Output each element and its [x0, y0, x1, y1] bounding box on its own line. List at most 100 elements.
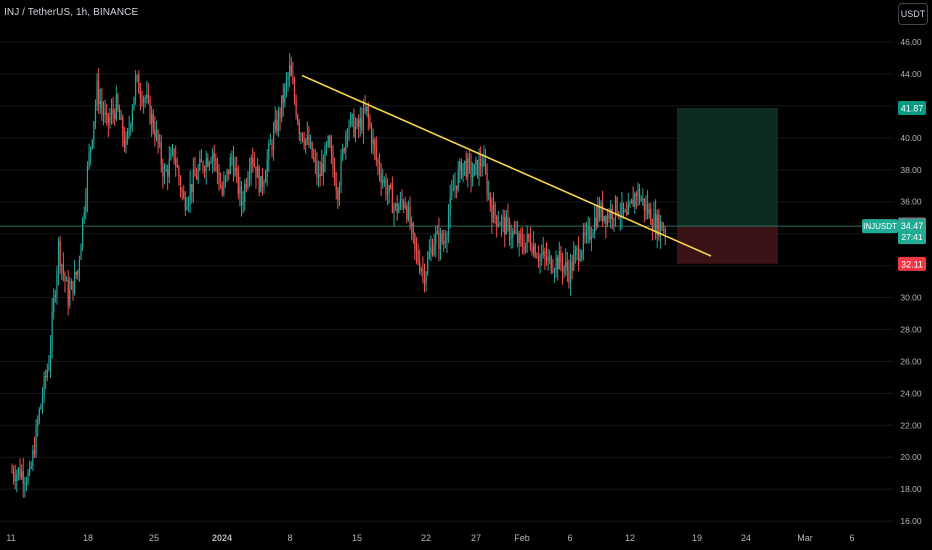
- candle-body: [600, 203, 602, 218]
- candle-body: [563, 266, 565, 272]
- candle-body: [614, 197, 617, 219]
- candle-body: [83, 213, 85, 219]
- candle-body: [48, 365, 50, 370]
- candle-body: [488, 193, 490, 195]
- candle-body: [545, 255, 548, 261]
- candle-body: [658, 214, 660, 237]
- candle-body: [14, 477, 16, 482]
- candle-body: [634, 193, 636, 207]
- candle-body: [248, 171, 251, 179]
- candle-body: [29, 467, 31, 474]
- candle-body: [165, 169, 167, 171]
- candle-body: [452, 188, 454, 191]
- countdown-text: 27:41: [901, 232, 923, 242]
- candle-body: [268, 144, 270, 160]
- y-axis-tick-label: 40.00: [900, 133, 922, 143]
- candle-body: [642, 198, 644, 200]
- candle-body: [525, 242, 527, 252]
- candle-body: [101, 101, 103, 109]
- candle-body: [518, 233, 520, 244]
- candle-body: [90, 147, 92, 153]
- x-axis-tick-label: 27: [471, 533, 481, 543]
- candle-body: [664, 229, 666, 233]
- candle-body: [629, 203, 631, 206]
- candle-body: [313, 157, 315, 160]
- candle-body: [305, 139, 307, 146]
- candle-body: [394, 203, 397, 207]
- candle-body: [16, 473, 18, 482]
- candle-body: [316, 161, 318, 178]
- candle-body: [447, 215, 450, 235]
- candle-body: [51, 311, 53, 347]
- candle-body: [549, 256, 551, 258]
- candle-body: [57, 241, 60, 272]
- candle-body: [72, 281, 74, 294]
- candle-body: [354, 126, 357, 137]
- candle-body: [659, 222, 662, 237]
- y-axis-tick-label: 16.00: [900, 516, 922, 526]
- candle-body: [602, 203, 604, 221]
- candle-body: [242, 202, 244, 206]
- candle-body: [151, 114, 153, 124]
- candle-body: [163, 170, 166, 177]
- currency-button[interactable]: USDT: [898, 3, 928, 25]
- y-axis-tick-label: 46.00: [900, 37, 922, 47]
- candle-body: [343, 148, 345, 152]
- candle-body: [216, 161, 219, 173]
- candle-body: [627, 205, 629, 215]
- candle-body: [102, 108, 105, 116]
- candle-body: [557, 257, 559, 270]
- candle-body: [168, 159, 170, 177]
- candle-body: [80, 245, 82, 260]
- candle-body: [663, 229, 665, 231]
- candle-body: [356, 120, 358, 127]
- candle-body: [508, 220, 511, 239]
- candle-body: [337, 189, 339, 201]
- candle-body: [385, 180, 387, 195]
- candle-body: [38, 409, 40, 422]
- candle-body: [334, 168, 336, 184]
- candle-body: [342, 148, 344, 158]
- candle-body: [282, 95, 284, 103]
- candle-body: [584, 232, 586, 236]
- candle-body: [330, 146, 332, 153]
- candle-body: [386, 191, 389, 195]
- y-axis-tick-label: 28.00: [900, 324, 922, 334]
- candle-body: [109, 117, 111, 124]
- candle-body: [284, 85, 286, 103]
- candle-body: [454, 185, 456, 189]
- candle-body: [207, 158, 209, 167]
- candle-body: [21, 471, 23, 478]
- candle-body: [70, 281, 72, 290]
- x-axis-tick-label: 19: [692, 533, 702, 543]
- candle-body: [608, 214, 610, 219]
- candle-body: [380, 173, 382, 183]
- candle-body: [500, 218, 503, 226]
- candle-body: [544, 250, 546, 256]
- candle-body: [455, 185, 458, 190]
- candle-body: [75, 272, 77, 276]
- candle-body: [279, 111, 281, 118]
- candle-body: [374, 139, 376, 148]
- candle-body: [252, 157, 254, 164]
- candle-body: [98, 80, 100, 105]
- candle-body: [27, 473, 29, 483]
- candle-body: [65, 280, 68, 282]
- candle-body: [213, 152, 215, 159]
- candle-body: [547, 256, 549, 261]
- candle-body: [589, 227, 591, 240]
- candle-body: [306, 135, 308, 140]
- candle-body: [504, 217, 506, 235]
- candle-body: [361, 118, 363, 131]
- candle-body: [134, 76, 137, 97]
- candle-body: [301, 133, 304, 141]
- candle-body: [516, 232, 519, 244]
- y-axis-tick-label: 44.00: [900, 69, 922, 79]
- candle-body: [484, 159, 487, 172]
- candle-body: [422, 269, 424, 271]
- candle-body: [187, 200, 190, 206]
- candle-body: [340, 157, 342, 186]
- candle-body: [399, 198, 402, 207]
- candle-body: [626, 211, 628, 215]
